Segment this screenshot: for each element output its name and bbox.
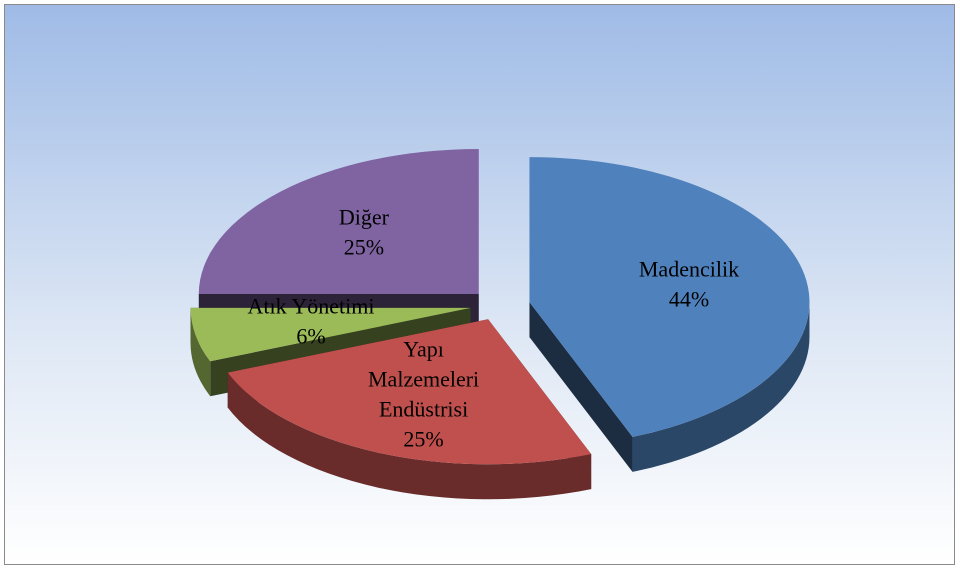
slice (529, 157, 810, 437)
slice (190, 307, 471, 362)
category-label: Yapı Malzemeleri Endüstrisi (368, 336, 479, 421)
category-label: Atık Yönetimi (248, 294, 375, 319)
value-label: 25% (344, 235, 384, 260)
value-label: 25% (403, 426, 443, 451)
slice-wall (529, 302, 633, 472)
value-label: 6% (296, 324, 325, 349)
slice-side (632, 302, 810, 472)
pie (190, 149, 810, 500)
category-label: Diğer (339, 205, 390, 230)
slice-side (227, 372, 592, 500)
category-label: Madencilik (639, 256, 739, 281)
labels: Madencilik 44% Yapı Malzemeleri Endüstrisi 25… (248, 205, 740, 452)
slice (198, 149, 479, 295)
slice-side (190, 307, 211, 397)
value-label: 44% (669, 286, 709, 311)
slice (227, 319, 592, 465)
